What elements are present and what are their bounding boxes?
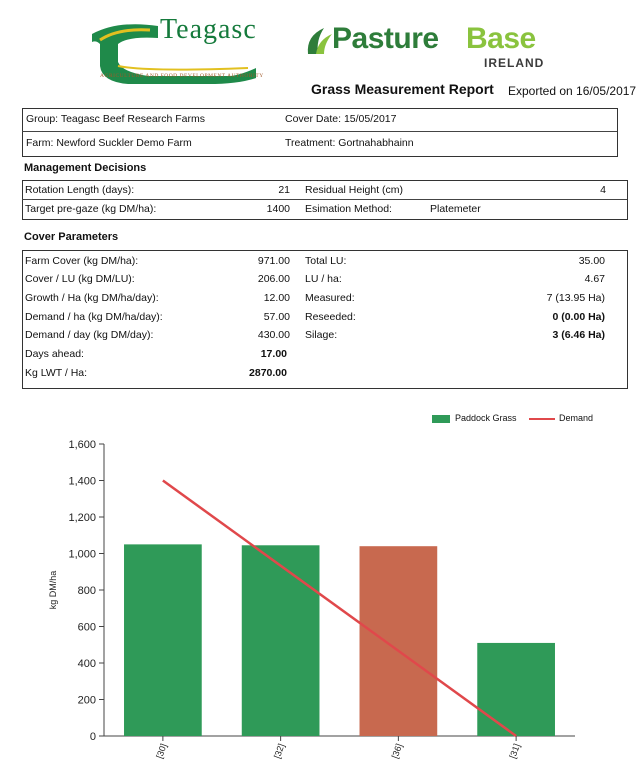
y-tick-label: 1,000 xyxy=(68,549,96,561)
pasturebase-wordmark-part1: Pasture xyxy=(332,22,439,55)
teagasc-tagline: AGRICULTURE AND FOOD DEVELOPMENT AUTHORI… xyxy=(100,73,264,79)
management-box xyxy=(22,180,628,220)
legend-swatch-paddock-grass xyxy=(432,415,450,423)
bar-31 xyxy=(477,642,555,736)
y-tick-label: 0 xyxy=(90,731,96,743)
farm-cover-value: 971.00 xyxy=(257,255,290,267)
method-value: Platemeter xyxy=(430,203,481,215)
silage-value: 3 (6.46 Ha) xyxy=(552,329,605,341)
report-title: Grass Measurement Report xyxy=(311,81,494,97)
farm-cover-label: Farm Cover (kg DM/ha): xyxy=(25,255,139,267)
bar-36 xyxy=(359,546,438,736)
grass-cover-chart: 0 200 400 600 800 1,000 1,200 1,400 1,600 kg DM/h… xyxy=(48,439,575,760)
exported-date: Exported on 16/05/2017 xyxy=(508,84,637,98)
leaf-icon xyxy=(307,28,332,54)
teagasc-logo xyxy=(92,24,256,84)
legend-label-demand: Demand xyxy=(559,413,594,423)
cover-box xyxy=(22,250,628,389)
measured-value: 7 (13.95 Ha) xyxy=(546,292,605,304)
y-tick-label: 400 xyxy=(78,658,96,670)
demand-day-label: Demand / day (kg DM/day): xyxy=(25,329,154,341)
x-tick-label: [32] xyxy=(272,742,287,760)
treatment-field: Treatment: Gortnahabhainn xyxy=(285,137,414,149)
reseeded-label: Reseeded: xyxy=(305,311,356,323)
cover-lu-label: Cover / LU (kg DM/LU): xyxy=(25,273,135,285)
pasturebase-wordmark-part2: Base xyxy=(466,22,536,55)
growth-value: 12.00 xyxy=(263,292,290,304)
demand-line xyxy=(162,479,517,738)
silage-label: Silage: xyxy=(305,329,338,341)
bar-32 xyxy=(241,545,320,736)
x-tick-label: [36] xyxy=(390,742,405,760)
kg-lwt-label: Kg LWT / Ha: xyxy=(25,367,88,379)
legend-swatch-demand xyxy=(529,418,555,420)
target-label: Target pre-gaze (kg DM/ha): xyxy=(25,203,157,215)
total-lu-value: 35.00 xyxy=(578,255,605,267)
y-tick-label: 800 xyxy=(78,585,96,597)
total-lu-label: Total LU: xyxy=(305,255,347,267)
demand-day-value: 430.00 xyxy=(257,329,290,341)
cover-heading: Cover Parameters xyxy=(24,231,119,243)
y-tick-label: 200 xyxy=(78,695,96,707)
demand-ha-label: Demand / ha (kg DM/ha/day): xyxy=(25,311,163,323)
y-tick-label: 1,400 xyxy=(68,476,96,488)
rotation-label: Rotation Length (days): xyxy=(25,184,135,196)
target-value: 1400 xyxy=(266,203,290,215)
days-ahead-value: 17.00 xyxy=(260,348,287,360)
y-axis-title: kg DM/ha xyxy=(48,571,58,610)
lu-ha-value: 4.67 xyxy=(584,273,605,285)
x-tick-label: [30] xyxy=(154,742,169,760)
x-tick-label: [31] xyxy=(507,742,522,760)
teagasc-wordmark: Teagasc xyxy=(160,14,257,45)
days-ahead-label: Days ahead: xyxy=(25,348,84,360)
residual-label: Residual Height (cm) xyxy=(305,184,404,196)
management-heading: Management Decisions xyxy=(24,162,147,174)
rotation-value: 21 xyxy=(278,184,290,196)
legend-label-paddock-grass: Paddock Grass xyxy=(455,413,517,423)
cover-date-field: Cover Date: 15/05/2017 xyxy=(285,113,397,125)
farm-field: Farm: Newford Suckler Demo Farm xyxy=(26,137,192,149)
method-label: Esimation Method: xyxy=(305,203,392,215)
demand-ha-value: 57.00 xyxy=(263,311,290,323)
y-tick-label: 1,600 xyxy=(68,439,96,451)
y-tick-label: 1,200 xyxy=(68,512,96,524)
measured-label: Measured: xyxy=(305,292,355,304)
cover-lu-value: 206.00 xyxy=(257,273,290,285)
lu-ha-label: LU / ha: xyxy=(305,273,342,285)
info-box xyxy=(22,108,618,157)
growth-label: Growth / Ha (kg DM/ha/day): xyxy=(25,292,159,304)
y-tick-label: 600 xyxy=(78,622,96,634)
pasturebase-country: IRELAND xyxy=(484,56,545,70)
kg-lwt-value: 2870.00 xyxy=(249,367,287,379)
group-field: Group: Teagasc Beef Research Farms xyxy=(26,113,205,125)
reseeded-value: 0 (0.00 Ha) xyxy=(552,311,605,323)
residual-value: 4 xyxy=(600,184,606,196)
bar-30 xyxy=(124,544,202,736)
